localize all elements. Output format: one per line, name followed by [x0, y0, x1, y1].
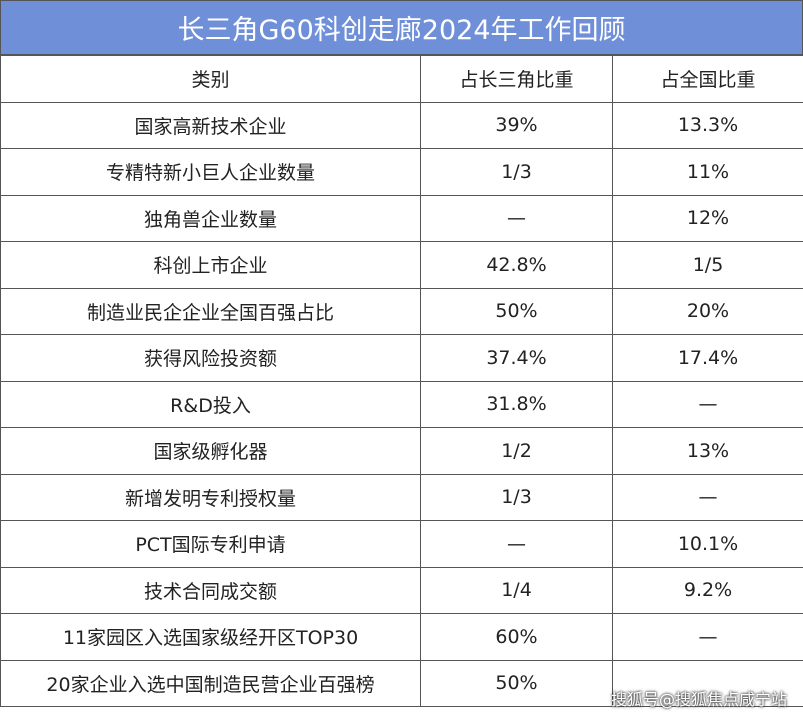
cell: 42.8%: [420, 241, 613, 289]
cell: 11家园区入选国家级经开区TOP30: [0, 613, 421, 661]
row: 国家级孵化器 1/2 13%: [0, 427, 803, 475]
row: 技术合同成交额 1/4 9.2%: [0, 566, 803, 614]
cell: 37.4%: [420, 334, 613, 382]
cell: 31.8%: [420, 380, 613, 428]
row: 新增发明专利授权量 1/3—: [0, 473, 803, 521]
cell: 20家企业入选中国制造民营企业百强榜: [0, 659, 421, 707]
row: 国家高新技术企业 39% 13.3%: [0, 101, 803, 149]
cell: 技术合同成交额: [0, 566, 421, 614]
cell: 占长三角比重: [420, 55, 613, 103]
cell: 13%: [612, 427, 803, 475]
cell: 1/5: [612, 241, 803, 289]
cell: 1/4: [420, 566, 613, 614]
watermark: 搜狐号@搜狐焦点咸宁站: [610, 690, 787, 709]
row: 科创上市企业 42.8% 1/5: [0, 241, 803, 289]
cell: R&D投入: [0, 380, 421, 428]
cell: 13.3%: [612, 101, 803, 149]
cell: 11%: [612, 148, 803, 196]
cell: 9.2%: [612, 566, 803, 614]
cell: 科创上市企业: [0, 241, 421, 289]
table: 类别 占长三角比重 占全国比重 国家高新技术企业 39% 13.3% 专精特新小巨人企业数量…: [0, 55, 803, 707]
cell: —: [612, 613, 803, 661]
row: 专精特新小巨人企业数量 1/3 11%: [0, 148, 803, 196]
cell: 20%: [612, 287, 803, 335]
cell: 国家级孵化器: [0, 427, 421, 475]
cell: 50%: [420, 287, 613, 335]
cell: —: [612, 380, 803, 428]
cell: 专精特新小巨人企业数量: [0, 148, 421, 196]
cell: 独角兽企业数量: [0, 194, 421, 242]
row: 20家企业入选中国制造民营企业百强榜 50%: [0, 659, 803, 707]
cell: —: [420, 520, 613, 568]
cell: 获得风险投资额: [0, 334, 421, 382]
title: 长三角G60科创走廊2024年工作回顾: [0, 0, 803, 55]
cell: 17.4%: [612, 334, 803, 382]
row: 制造业民企企业全国百强占比 50% 20%: [0, 287, 803, 335]
header-row: 类别 占长三角比重 占全国比重: [0, 55, 803, 103]
cell: PCT国际专利申请: [0, 520, 421, 568]
cell: 1/3: [420, 148, 613, 196]
cell: 占全国比重: [612, 55, 803, 103]
cell: 1/3: [420, 473, 613, 521]
cell: 1/2: [420, 427, 613, 475]
cell: 新增发明专利授权量: [0, 473, 421, 521]
cell: —: [612, 473, 803, 521]
row: 11家园区入选国家级经开区TOP30 60% —: [0, 613, 803, 661]
row: R&D投入 31.8% —: [0, 380, 803, 428]
cell: 10.1%: [612, 520, 803, 568]
cell: 国家高新技术企业: [0, 101, 421, 149]
row: 获得风险投资额 37.4% 17.4%: [0, 334, 803, 382]
cell: —: [420, 194, 613, 242]
cell: 类别: [0, 55, 421, 103]
cell: 60%: [420, 613, 613, 661]
cell: 12%: [612, 194, 803, 242]
row: 独角兽企业数量 —12%: [0, 194, 803, 242]
cell: 制造业民企企业全国百强占比: [0, 287, 421, 335]
cell: 39%: [420, 101, 613, 149]
row: PCT国际专利申请 —10.1%: [0, 520, 803, 568]
cell: 50%: [420, 659, 613, 707]
